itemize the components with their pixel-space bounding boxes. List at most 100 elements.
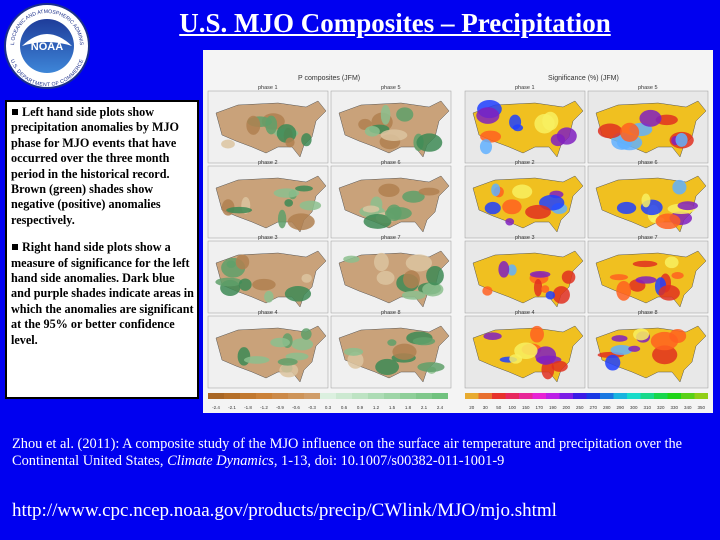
shade <box>635 276 657 284</box>
colorbar-label: 150 <box>522 405 530 410</box>
colorbar-label: 2.1 <box>421 405 428 410</box>
phase-label: phase 3 <box>515 235 535 241</box>
shade <box>295 185 313 192</box>
shade <box>284 286 312 302</box>
shade <box>525 204 551 220</box>
colorbar-cell <box>586 393 600 399</box>
shade <box>610 345 633 355</box>
map <box>330 165 452 239</box>
shade <box>482 286 493 296</box>
colorbar-cell <box>600 393 614 399</box>
colorbar-cell <box>640 393 654 399</box>
colorbar-cell <box>681 393 695 399</box>
colorbar-label: 50 <box>496 405 502 410</box>
phase-label: phase 6 <box>638 160 658 166</box>
shade <box>479 139 493 155</box>
shade <box>405 254 433 272</box>
shade <box>422 282 444 297</box>
phase-label: phase 4 <box>258 310 278 316</box>
colorbar-cell <box>288 393 304 399</box>
shade <box>402 190 425 203</box>
map <box>464 165 586 239</box>
colorbar-cell <box>240 393 256 399</box>
shade <box>597 123 623 139</box>
phase-label: phase 5 <box>381 85 401 91</box>
shade <box>285 137 295 148</box>
colorbar-cell <box>559 393 573 399</box>
slide-title: U.S. MJO Composites – Precipitation <box>179 8 611 38</box>
citation-journal: Climate Dynamics <box>167 453 274 469</box>
phase-label: phase 3 <box>258 235 278 241</box>
colorbar-cell <box>352 393 368 399</box>
shade <box>507 264 517 276</box>
logo-text: NOAA <box>31 41 63 53</box>
map <box>207 315 329 389</box>
shade <box>277 209 287 229</box>
map <box>587 90 709 164</box>
colorbar-cell <box>613 393 627 399</box>
colorbar-label: 190 <box>549 405 557 410</box>
colorbar-cell <box>505 393 519 399</box>
shade <box>426 265 444 286</box>
shade <box>273 188 300 198</box>
shade <box>237 347 251 366</box>
citation-text: Zhou et al. (2011): A composite study of… <box>12 436 683 469</box>
map <box>207 165 329 239</box>
shade <box>264 290 274 303</box>
shade <box>386 204 402 222</box>
phase-label: phase 5 <box>638 85 658 91</box>
shade <box>265 115 278 135</box>
shade <box>387 339 397 346</box>
shade <box>628 345 641 352</box>
shade <box>541 285 550 293</box>
colorbar-label: -1.8 <box>244 405 252 410</box>
shade <box>243 356 270 364</box>
shade <box>238 278 252 291</box>
map <box>330 240 452 314</box>
shade <box>677 201 698 211</box>
shade <box>226 206 253 214</box>
bullet-text: Left hand side plots show precipitation … <box>11 105 180 227</box>
shade <box>664 256 679 269</box>
colorbar-cell <box>465 393 479 399</box>
shade <box>221 139 235 149</box>
colorbar-label: 170 <box>535 405 543 410</box>
colorbar-label: 1.5 <box>389 405 396 410</box>
shade <box>655 213 681 230</box>
shade <box>671 272 684 279</box>
shade <box>235 254 250 270</box>
colorbar-label: 100 <box>508 405 516 410</box>
shade <box>364 125 380 137</box>
shade <box>484 201 501 215</box>
colorbar-label: 300 <box>630 405 638 410</box>
shade <box>279 363 299 378</box>
phase-label: phase 2 <box>515 160 535 166</box>
colorbar-cell <box>304 393 320 399</box>
colorbar-cell <box>208 393 224 399</box>
map <box>330 90 452 164</box>
shade <box>277 358 298 366</box>
shade <box>609 274 629 281</box>
colorbar-cell <box>320 393 336 399</box>
figure: P composites (JFM) Significance (%) (JFM)… <box>203 50 713 413</box>
shade <box>639 109 662 127</box>
shade <box>396 107 414 122</box>
shade <box>300 328 312 340</box>
colorbar-label: 200 <box>562 405 570 410</box>
shade <box>291 338 314 351</box>
bullet-icon <box>12 109 18 115</box>
colorbar-cell <box>573 393 587 399</box>
shade <box>535 346 557 365</box>
colorbar-cell <box>667 393 681 399</box>
shade <box>561 270 576 284</box>
colorbar-label: 0.3 <box>325 405 332 410</box>
shade <box>545 290 556 300</box>
colorbar-label: 250 <box>576 405 584 410</box>
citation: Zhou et al. (2011): A composite study of… <box>12 436 712 470</box>
noaa-logo: NOAA NATIONAL OCEANIC AND ATMOSPHERIC AD… <box>2 2 90 89</box>
shade <box>412 337 436 346</box>
shade <box>246 115 261 135</box>
colorbar-label: 350 <box>697 405 705 410</box>
colorbar-label: -0.6 <box>292 405 300 410</box>
bullet-text: Right hand side plots show a measure of … <box>11 240 194 347</box>
